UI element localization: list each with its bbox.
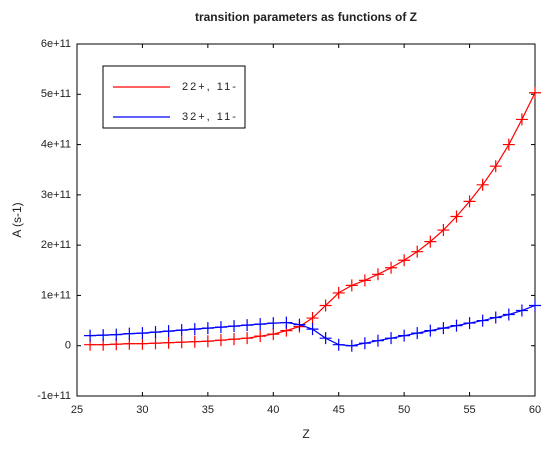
- marker: [358, 337, 371, 350]
- marker: [332, 338, 345, 351]
- marker: [201, 335, 214, 348]
- marker: [306, 312, 319, 325]
- marker: [123, 337, 136, 350]
- marker: [332, 286, 345, 299]
- marker: [267, 317, 280, 330]
- marker: [254, 318, 267, 331]
- marker: [188, 323, 201, 336]
- y-tick-label: 2e+11: [41, 239, 71, 251]
- marker: [241, 332, 254, 345]
- marker: [201, 322, 214, 335]
- marker: [450, 319, 463, 332]
- marker: [411, 245, 424, 258]
- marker: [515, 304, 528, 317]
- marker: [345, 279, 358, 292]
- marker: [345, 339, 358, 352]
- marker: [241, 319, 254, 332]
- marker: [149, 326, 162, 339]
- marker: [280, 316, 293, 329]
- x-tick-label: 35: [202, 404, 214, 416]
- marker: [162, 336, 175, 349]
- marker: [188, 335, 201, 348]
- x-tick-label: 45: [333, 404, 345, 416]
- marker: [175, 336, 188, 349]
- x-tick-label: 25: [71, 404, 83, 416]
- x-tick-label: 50: [398, 404, 410, 416]
- marker: [228, 320, 241, 333]
- y-tick-label: 6e+11: [41, 38, 71, 50]
- y-tick-label: 3e+11: [41, 189, 71, 201]
- x-axis-label: Z: [302, 427, 309, 441]
- marker: [411, 327, 424, 340]
- legend-label: 32+, 11-: [182, 111, 238, 123]
- x-tick-label: 40: [267, 404, 279, 416]
- marker: [254, 330, 267, 343]
- marker: [385, 332, 398, 345]
- marker: [371, 268, 384, 281]
- marker: [228, 333, 241, 346]
- x-tick-label: 60: [529, 404, 541, 416]
- marker: [123, 327, 136, 340]
- marker: [293, 318, 306, 331]
- marker: [306, 323, 319, 336]
- legend-box: [102, 65, 246, 129]
- marker: [529, 299, 541, 312]
- marker: [463, 317, 476, 330]
- marker: [371, 334, 384, 347]
- marker: [214, 334, 227, 347]
- marker: [162, 325, 175, 338]
- marker: [385, 261, 398, 274]
- marker: [175, 324, 188, 337]
- marker: [319, 332, 332, 345]
- marker: [136, 327, 149, 340]
- legend-label: 22+, 11-: [182, 81, 238, 93]
- marker: [489, 160, 502, 173]
- marker: [97, 329, 110, 342]
- x-tick-label: 30: [136, 404, 148, 416]
- marker: [437, 322, 450, 335]
- marker: [450, 210, 463, 223]
- y-tick-label: 1e+11: [41, 289, 71, 301]
- marker: [149, 337, 162, 350]
- y-tick-label: 4e+11: [41, 138, 71, 150]
- marker: [424, 235, 437, 248]
- marker: [110, 328, 123, 341]
- marker: [515, 113, 528, 126]
- y-axis-label: A (s-1): [10, 202, 24, 237]
- marker: [136, 337, 149, 350]
- marker: [84, 329, 97, 342]
- marker: [476, 178, 489, 191]
- marker: [424, 324, 437, 337]
- marker: [489, 311, 502, 324]
- y-tick-label: 5e+11: [41, 88, 71, 100]
- chart-title: transition parameters as functions of Z: [195, 10, 417, 24]
- marker: [463, 195, 476, 208]
- marker: [319, 299, 332, 312]
- marker: [398, 254, 411, 267]
- marker: [437, 224, 450, 237]
- marker: [502, 138, 515, 151]
- x-tick-label: 55: [463, 404, 475, 416]
- marker: [476, 314, 489, 327]
- marker: [398, 329, 411, 342]
- marker: [502, 308, 515, 321]
- marker: [358, 274, 371, 287]
- marker: [529, 86, 541, 99]
- y-tick-label: 0: [65, 340, 71, 352]
- marker: [267, 328, 280, 341]
- y-tick-label: -1e+11: [37, 390, 71, 402]
- marker: [214, 321, 227, 334]
